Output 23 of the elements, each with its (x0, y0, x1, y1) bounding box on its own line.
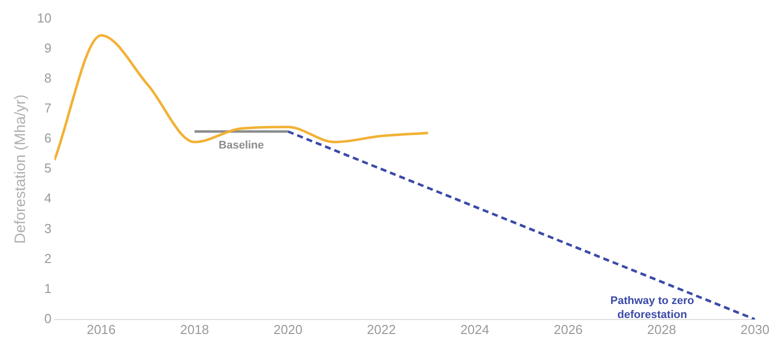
y-tick-label: 8 (44, 70, 52, 86)
x-tick-label: 2018 (180, 322, 210, 337)
y-axis-title: Deforestation (Mha/yr) (12, 94, 30, 244)
y-tick-label: 2 (44, 250, 52, 266)
x-tick-label: 2028 (647, 322, 676, 337)
series-label: Pathway to zero deforestation (610, 295, 694, 322)
y-tick-label: 0 (44, 310, 52, 326)
x-tick-label: 2022 (366, 322, 396, 337)
y-tick-label: 1 (44, 280, 52, 296)
y-tick-label: 9 (44, 40, 52, 56)
series-label: Baseline (218, 140, 264, 152)
x-tick-label: 2024 (460, 322, 490, 337)
x-tick-label: 2020 (274, 322, 302, 337)
y-tick-label: 6 (44, 130, 52, 146)
x-tick-label: 2030 (740, 322, 770, 337)
y-tick-label: 10 (36, 10, 52, 26)
y-tick-label: 4 (44, 190, 52, 206)
y-tick-label: 3 (44, 220, 52, 236)
x-tick-label: 2026 (554, 322, 583, 337)
x-tick-label: 2016 (86, 322, 116, 337)
y-tick-label: 5 (44, 160, 52, 176)
line-series (54, 34, 430, 162)
y-tick-label: 7 (44, 100, 52, 116)
